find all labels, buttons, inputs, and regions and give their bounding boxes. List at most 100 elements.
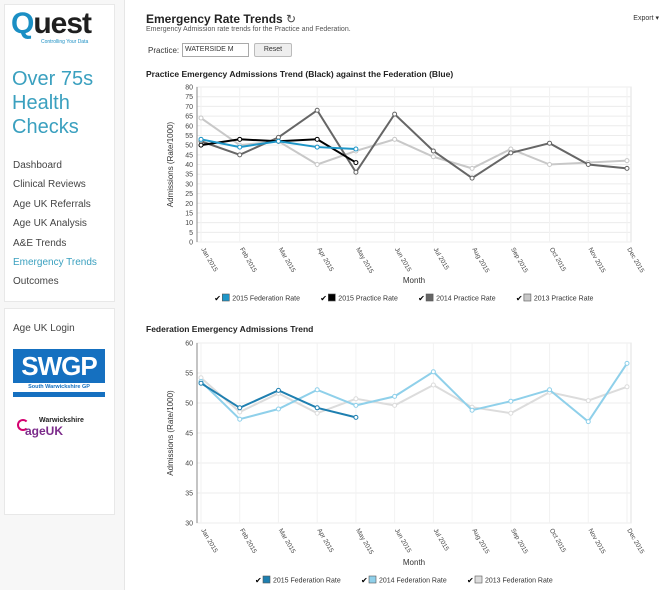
reset-button[interactable]: Reset: [254, 43, 292, 57]
series-line-2013-federation-rate: [200, 377, 628, 415]
data-point-2013-federation-rate: [392, 402, 398, 408]
y-tick-label: 45: [185, 152, 193, 159]
check-icon: ✔: [361, 576, 368, 585]
legend-swatch: [262, 575, 271, 584]
data-point-2015-federation-rate: [198, 380, 204, 386]
data-point-2014-federation-rate: [353, 402, 359, 408]
data-point-2013-practice-rate: [547, 162, 553, 167]
x-tick-label: Jun 2015: [393, 528, 413, 555]
data-point-2015-federation-rate: [353, 146, 359, 152]
x-tick-label: Aug 2015: [470, 528, 490, 556]
y-tick-label: 80: [185, 85, 193, 92]
data-point-2014-federation-rate: [469, 407, 475, 413]
data-point-2014-federation-rate: [508, 398, 514, 404]
chart-2-title: Federation Emergency Admissions Trend: [146, 324, 314, 334]
login-panel: Age UK Login SWGP South Warwickshire GP …: [4, 308, 115, 515]
data-point-2013-practice-rate: [392, 136, 398, 142]
data-point-2013-federation-rate: [585, 398, 591, 404]
sidebar-item-dashboard[interactable]: Dashboard: [13, 160, 62, 171]
data-point-2014-federation-rate: [314, 387, 320, 393]
data-point-2013-federation-rate: [430, 382, 436, 388]
age-uk-logo: Warwickshire ageUK: [17, 417, 107, 441]
legend-swatch: [328, 293, 336, 302]
x-tick-label: Jul 2015: [432, 247, 451, 272]
x-tick-label: Feb 2015: [238, 247, 258, 275]
swgp-logo-caption: South Warwickshire GP: [13, 383, 105, 392]
legend-label: 2015 Federation Rate: [273, 578, 341, 585]
data-point-2015-practice-rate: [237, 136, 243, 142]
sidebar-item-age-uk-referrals[interactable]: Age UK Referrals: [13, 198, 91, 210]
y-tick-label: 0: [189, 240, 193, 247]
legend-item: ✔ 2015 Practice Rate: [320, 293, 398, 303]
data-point-2013-federation-rate: [314, 410, 320, 416]
y-tick-label: 60: [185, 123, 193, 130]
check-icon: ✔: [320, 294, 327, 303]
data-point-2015-federation-rate: [237, 144, 243, 150]
data-point-2013-practice-rate: [469, 165, 475, 171]
y-tick-label: 10: [185, 220, 193, 227]
data-point-2014-federation-rate: [237, 416, 243, 422]
sidebar-item-emergency-trends[interactable]: Emergency Trends: [13, 257, 97, 269]
data-point-2014-federation-rate: [585, 419, 591, 425]
legend-swatch: [222, 293, 230, 302]
data-point-2013-practice-rate: [430, 154, 436, 160]
data-point-2014-practice-rate: [547, 140, 553, 146]
data-point-2015-federation-rate: [275, 138, 281, 144]
page-subtitle: Emergency Admission rate trends for the …: [146, 26, 351, 33]
y-tick-label: 45: [185, 431, 193, 438]
data-point-2015-federation-rate: [275, 387, 281, 393]
data-point-2014-practice-rate: [508, 150, 514, 156]
sidebar-item-clinical-reviews[interactable]: Clinical Reviews: [13, 179, 86, 191]
y-tick-label: 70: [185, 104, 193, 111]
legend-swatch: [425, 293, 434, 302]
data-point-2013-practice-rate: [624, 158, 630, 164]
data-point-2013-federation-rate: [624, 384, 630, 390]
x-tick-label: Jan 2015: [199, 528, 219, 555]
practice-trend-chart: 0 5 10 15 20 25 30 35 40 45 50 55 60 65 70 75 80 Jan 2015…: [166, 85, 645, 304]
logo-q: Q: [11, 7, 34, 40]
data-point-2013-practice-rate: [198, 115, 204, 121]
x-tick-label: Dec 2015: [625, 247, 645, 275]
x-tick-label: Sep 2015: [509, 528, 529, 556]
data-point-2014-federation-rate: [275, 406, 281, 412]
legend-label: 2015 Practice Rate: [338, 296, 398, 303]
x-tick-label: Oct 2015: [548, 247, 567, 274]
swgp-logo-text: SWGP: [21, 351, 97, 381]
data-point-2014-practice-rate: [469, 175, 475, 181]
check-icon: ✔: [214, 294, 221, 303]
data-point-2015-practice-rate: [353, 160, 359, 166]
data-point-2013-federation-rate: [353, 396, 359, 402]
data-point-2015-practice-rate: [198, 142, 204, 148]
legend-label: 2014 Federation Rate: [379, 578, 447, 585]
data-point-2014-practice-rate: [353, 169, 359, 175]
practice-select[interactable]: WATERSIDE M: [182, 43, 249, 57]
chart-1-title: Practice Emergency Admissions Trend (Bla…: [146, 69, 454, 79]
sidebar-item-outcomes[interactable]: Outcomes: [13, 276, 59, 288]
y-tick-label: 40: [185, 162, 193, 169]
x-tick-label: Aug 2015: [470, 247, 490, 275]
data-point-2014-practice-rate: [585, 162, 591, 167]
data-point-2014-practice-rate: [624, 165, 630, 171]
data-point-2013-federation-rate: [508, 410, 514, 416]
data-point-2015-federation-rate: [353, 414, 359, 420]
export-dropdown[interactable]: Export ▾: [633, 15, 659, 22]
legend-label: 2013 Practice Rate: [534, 296, 594, 303]
check-icon: ✔: [418, 294, 425, 303]
sidebar-item-age-uk-analysis[interactable]: Age UK Analysis: [13, 218, 87, 230]
y-tick-label: 60: [185, 341, 193, 348]
x-tick-label: Jun 2015: [393, 247, 413, 274]
y-tick-label: 50: [185, 143, 193, 150]
y-axis-title: Admissions (Rate/1000): [166, 390, 175, 476]
refresh-icon[interactable]: ↻: [286, 12, 297, 26]
data-point-2013-federation-rate: [237, 409, 243, 415]
series-line-2014-federation-rate: [200, 362, 628, 424]
sidebar-item-a-e-trends[interactable]: A&E Trends: [13, 237, 67, 249]
y-tick-label: 25: [185, 191, 193, 198]
legend-item: ✔ 2014 Practice Rate: [418, 293, 496, 303]
legend-item: ✔ 2014 Federation Rate: [361, 575, 447, 585]
x-axis-title: Month: [403, 276, 425, 285]
x-tick-label: May 2015: [354, 247, 375, 276]
data-point-2015-federation-rate: [314, 144, 320, 150]
age-uk-login-link[interactable]: Age UK Login: [13, 323, 75, 334]
app-title: Over 75s Health Checks: [12, 68, 94, 138]
